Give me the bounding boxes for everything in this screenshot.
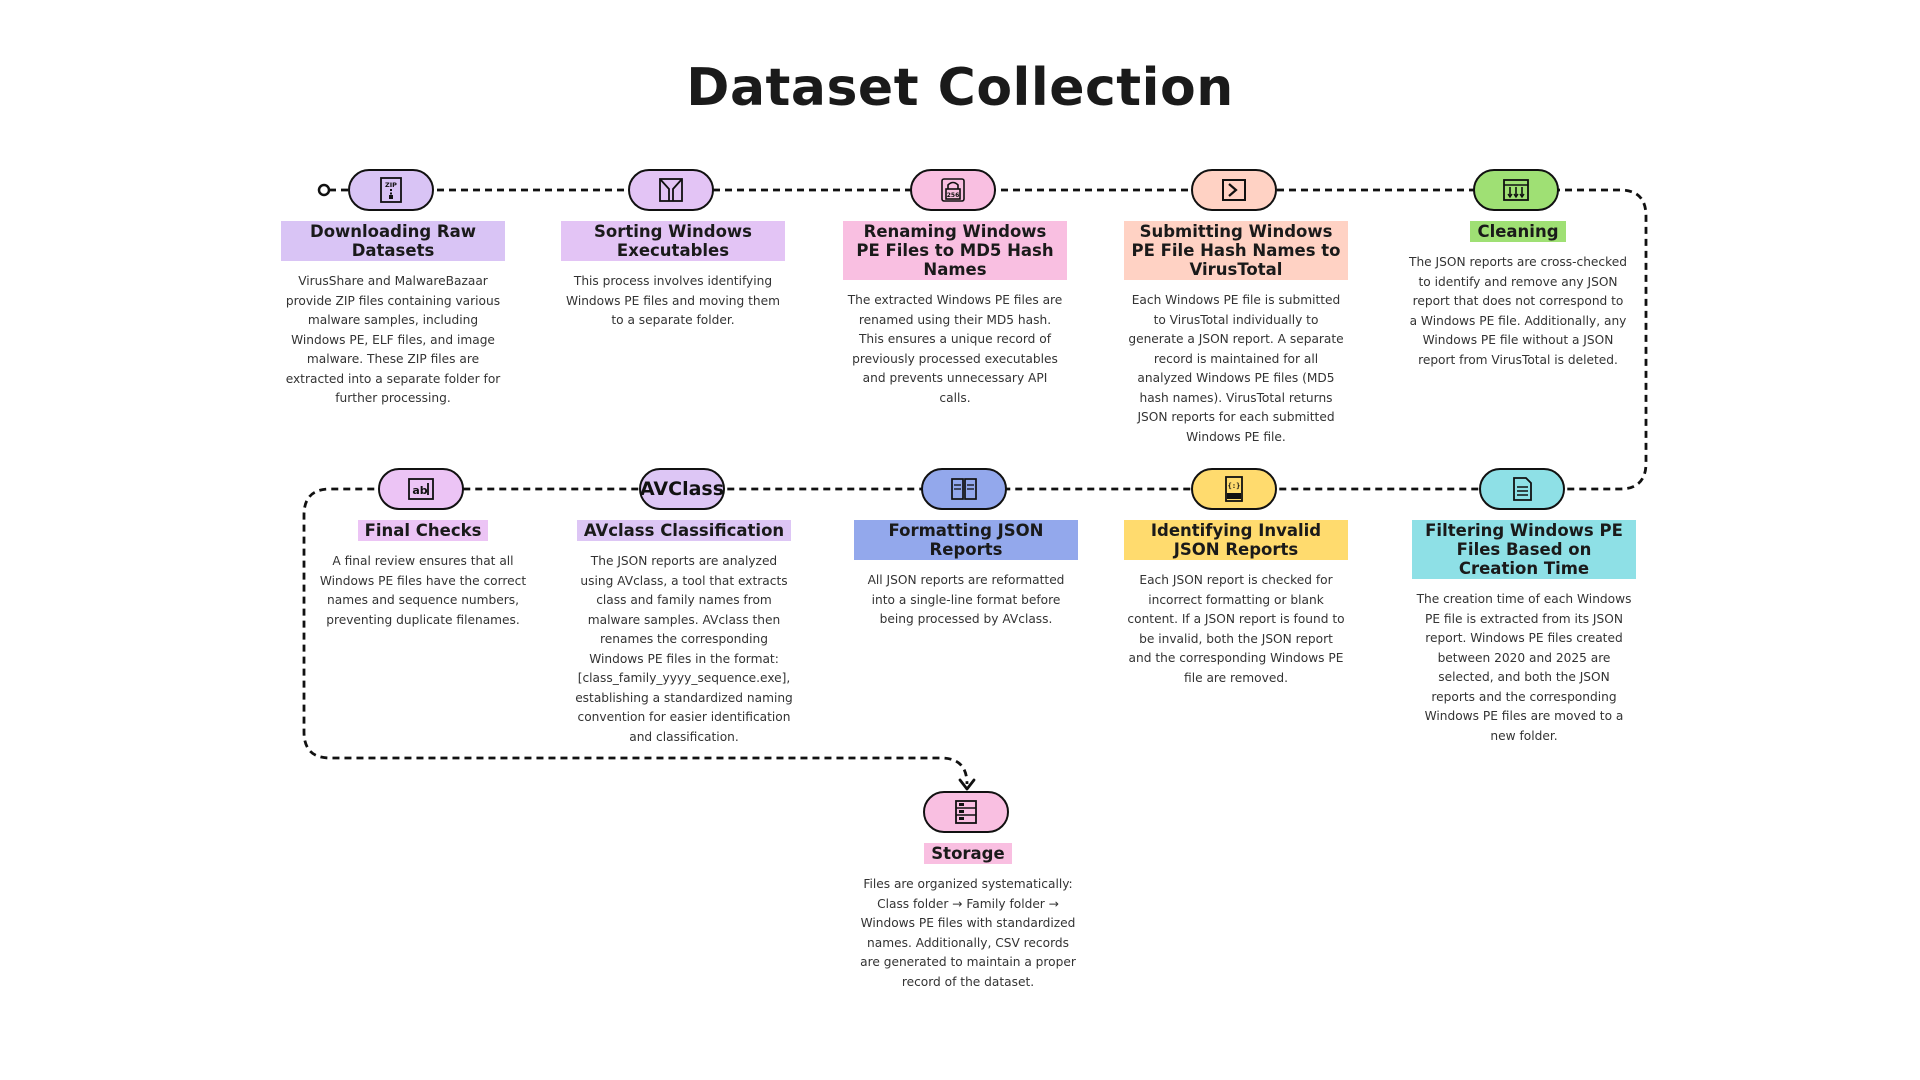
step-description: The extracted Windows PE files are renam… bbox=[847, 293, 1063, 405]
step-node bbox=[1191, 169, 1277, 211]
step-description: A final review ensures that all Windows … bbox=[319, 554, 527, 627]
step-description: All JSON reports are reformatted into a … bbox=[867, 573, 1065, 626]
text-box-icon: ab bbox=[408, 478, 434, 500]
step-node: ZIP bbox=[348, 169, 434, 211]
step-description: Each JSON report is checked for incorrec… bbox=[1127, 573, 1345, 685]
step-label: Downloading Raw Datasets bbox=[281, 221, 505, 261]
step-node bbox=[1473, 169, 1559, 211]
page-title: Dataset Collection bbox=[686, 58, 1234, 118]
step-label: Submitting Windows PE File Hash Names to… bbox=[1124, 221, 1348, 280]
step-node: AVClass bbox=[639, 468, 725, 510]
funnel-icon bbox=[659, 178, 683, 202]
svg-text:256: 256 bbox=[947, 192, 960, 199]
step-label: Cleaning bbox=[1470, 221, 1566, 242]
step-description: Files are organized systematically: Clas… bbox=[860, 877, 1076, 989]
hash-lock-icon: 256 bbox=[941, 178, 965, 202]
step-label: Identifying Invalid JSON Reports bbox=[1124, 520, 1348, 560]
step-node bbox=[921, 468, 1007, 510]
step-node bbox=[923, 791, 1009, 833]
step-description: The JSON reports are cross-checked to id… bbox=[1409, 255, 1627, 367]
step-label: Filtering Windows PE Files Based on Crea… bbox=[1412, 520, 1636, 579]
virustotal-icon bbox=[1222, 179, 1246, 201]
json-file-icon: {:} bbox=[1225, 476, 1243, 502]
document-icon bbox=[1513, 477, 1532, 501]
avclass-logo-text: AVClass bbox=[640, 478, 725, 500]
step-label: AVclass Classification bbox=[576, 520, 792, 541]
step-label: Sorting Windows Executables bbox=[561, 221, 785, 261]
svg-text:{:}: {:} bbox=[1228, 482, 1241, 490]
filter-bins-icon bbox=[1503, 179, 1529, 201]
step-description: The JSON reports are analyzed using AVcl… bbox=[575, 554, 793, 744]
svg-text:ab: ab bbox=[412, 484, 427, 497]
step-label: Storage bbox=[924, 843, 1012, 864]
step-node bbox=[1479, 468, 1565, 510]
svg-text:ZIP: ZIP bbox=[385, 181, 397, 189]
step-label: Final Checks bbox=[357, 520, 489, 541]
step-node: {:} bbox=[1191, 468, 1277, 510]
step-label: Formatting JSON Reports bbox=[854, 520, 1078, 560]
zip-file-icon: ZIP bbox=[380, 177, 402, 203]
step-description: VirusShare and MalwareBazaar provide ZIP… bbox=[285, 274, 501, 405]
step-description: This process involves identifying Window… bbox=[566, 274, 780, 327]
step-node: ab bbox=[378, 468, 464, 510]
step-label: Renaming Windows PE Files to MD5 Hash Na… bbox=[843, 221, 1067, 280]
database-icon bbox=[955, 800, 977, 824]
step-node: 256 bbox=[910, 169, 996, 211]
step-description: Each Windows PE file is submitted to Vir… bbox=[1128, 293, 1344, 444]
step-description: The creation time of each Windows PE fil… bbox=[1416, 592, 1632, 743]
format-files-icon bbox=[951, 478, 977, 500]
step-node bbox=[628, 169, 714, 211]
